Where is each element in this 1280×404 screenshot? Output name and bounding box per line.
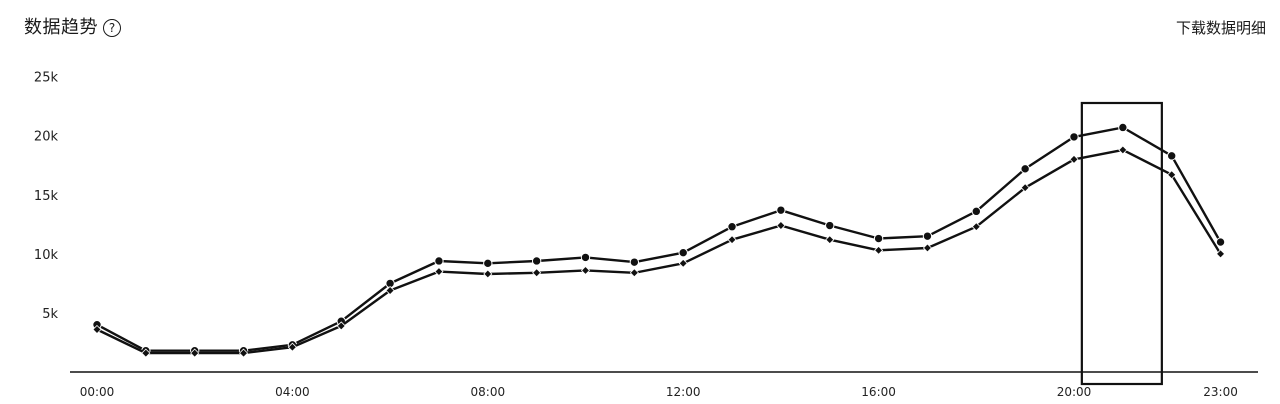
series-2-point [1167,170,1177,180]
series-1-point [1020,164,1030,174]
series-1-point [1069,132,1079,142]
series-1-point [971,206,981,217]
y-tick-label: 25k [34,71,59,86]
series-2-point [141,348,151,358]
series-1-point [629,257,640,267]
series-2-point [629,268,639,278]
series-2-point [1118,145,1128,155]
series-2-point [1069,154,1079,164]
series-1-point [873,233,884,244]
x-tick-label: 16:00 [861,385,896,399]
series-1-point [483,258,493,269]
series-2-point [776,220,786,231]
series-1-point [727,222,737,232]
x-tick-label: 08:00 [471,385,506,399]
series-1-point [922,231,933,241]
series-line-1 [96,126,1222,352]
series-1-point [434,256,444,266]
series-2-point [483,269,493,279]
series-1-point [776,205,786,215]
series-1-point [825,220,835,231]
y-tick-label: 20k [34,130,59,145]
series-1-point [531,256,542,266]
series-2-point [336,321,346,331]
series-1-point [1215,237,1226,247]
series-line-2 [96,148,1222,355]
series-2-point [971,222,981,232]
x-tick-label: 00:00 [80,385,115,399]
help-icon[interactable]: ? [103,19,121,37]
series-1-point [1118,122,1128,133]
series-2-point [580,265,591,275]
chart-header: 数据趋势 ? 下载数据明细 [0,0,1280,58]
series-1-point [580,252,591,263]
x-tick-label: 12:00 [666,385,701,399]
series-2-point [825,235,835,245]
y-tick-label: 10k [34,248,59,263]
series-2-point [678,258,688,268]
x-tick-label: 04:00 [275,385,310,399]
y-tick-label: 15k [34,189,59,204]
highlight-box [1080,101,1163,386]
y-tick-label: 5k [42,307,58,322]
series-2-point [434,267,444,277]
series-2-point [190,348,200,358]
series-2-point [238,348,249,358]
series-2-point [287,342,297,352]
series-1-point [678,247,688,258]
x-tick-label: 23:00 [1203,385,1238,399]
series-2-point [922,243,933,253]
series-2-point [1020,183,1030,193]
series-2-point [874,245,884,255]
series-2-point [1215,249,1226,259]
series-1-point [1167,151,1177,161]
series-2-point [532,268,542,278]
download-details-link[interactable]: 下载数据明细 [1175,19,1266,37]
series-2-point [92,324,102,335]
series-2-point [385,285,395,296]
x-tick-label: 20:00 [1057,385,1092,399]
series-2-point [727,235,737,245]
chart-title: 数据趋势 [24,17,98,38]
